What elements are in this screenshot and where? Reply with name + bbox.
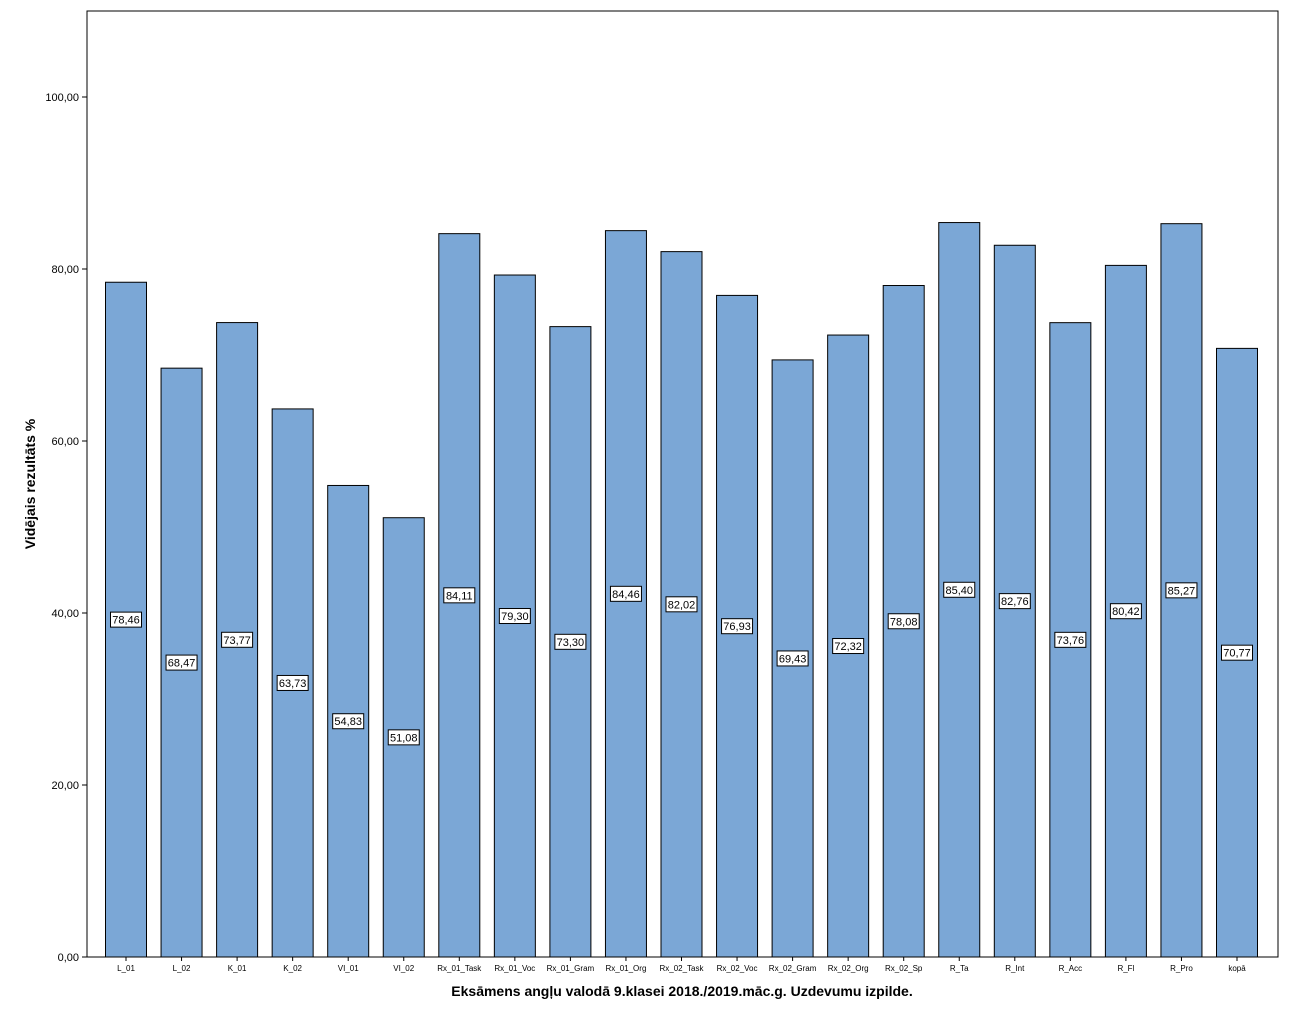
data-label-box (1165, 582, 1198, 599)
data-label-box (1221, 644, 1253, 661)
x-tick-label: kopā (1228, 964, 1246, 973)
x-tick-label: R_Fl (1117, 964, 1134, 973)
data-label: 78,08 (890, 616, 918, 628)
y-tick-label: 100,00 (45, 92, 79, 104)
x-tick-label: Rx_01_Org (605, 964, 646, 973)
data-label: 68,47 (168, 658, 196, 670)
data-label-box (998, 593, 1031, 610)
data-label-box (1109, 603, 1142, 620)
data-labels-layer: 78,46 68,47 73,77 63,73 54,83 51,08 84,11 79,30… (110, 581, 1253, 746)
x-tick-label: R_Acc (1059, 964, 1083, 973)
data-label: 73,76 (1057, 635, 1085, 647)
data-label-box (832, 638, 865, 655)
data-label: 84,11 (446, 590, 473, 602)
data-label: 79,30 (501, 611, 529, 623)
data-label-box (110, 611, 142, 628)
data-label-box (276, 674, 309, 691)
x-axis: L_01 L_02 K_01 K_02 VI_01 VI_02 Rx_01_Task Rx_0… (117, 957, 1246, 973)
x-tick-label: K_02 (283, 964, 302, 973)
data-label-box (665, 596, 698, 613)
data-label-box (554, 633, 587, 650)
data-label: 73,30 (557, 637, 585, 649)
data-label: 85,40 (945, 585, 973, 597)
data-label-box (443, 587, 476, 604)
data-label-box (387, 729, 420, 746)
data-label-box (887, 613, 920, 630)
data-label-box (165, 654, 198, 671)
y-tick-label: 60,00 (51, 436, 79, 448)
data-label: 78,46 (112, 615, 140, 627)
data-label-box (332, 713, 365, 730)
y-axis-title: Vidējais rezultāts % (22, 418, 38, 549)
x-tick-label: R_Pro (1170, 964, 1193, 973)
y-axis: 0,00 20,00 40,00 60,00 80,00 100,00 (45, 92, 87, 964)
x-tick-label: Rx_02_Sp (885, 964, 923, 973)
x-tick-label: R_Int (1005, 964, 1025, 973)
x-tick-label: R_Ta (950, 964, 969, 973)
data-label: 54,83 (334, 716, 362, 728)
x-tick-label: L_01 (117, 964, 135, 973)
data-label-box (498, 608, 531, 625)
x-tick-label: Rx_01_Gram (547, 964, 595, 973)
data-label: 80,42 (1112, 606, 1140, 618)
data-label-box (721, 618, 754, 635)
data-label: 85,27 (1168, 585, 1196, 597)
data-label-box (1054, 631, 1087, 648)
x-tick-label: Rx_02_Gram (769, 964, 817, 973)
data-label: 72,32 (834, 641, 862, 653)
x-tick-label: K_01 (228, 964, 247, 973)
data-label: 73,77 (223, 635, 251, 647)
data-label: 51,08 (390, 732, 418, 744)
data-label: 84,46 (612, 589, 640, 601)
x-tick-label: Rx_02_Org (828, 964, 869, 973)
x-tick-label: Rx_01_Voc (494, 964, 535, 973)
data-label-box (776, 650, 809, 667)
x-tick-label: L_02 (173, 964, 191, 973)
y-tick-label: 80,00 (51, 264, 79, 276)
x-tick-label: VI_01 (338, 964, 359, 973)
data-label: 76,93 (723, 621, 751, 633)
x-axis-title: Eksāmens angļu valodā 9.klasei 2018./201… (451, 983, 912, 999)
x-tick-label: VI_02 (393, 964, 414, 973)
data-label-box (609, 585, 642, 602)
y-tick-label: 0,00 (58, 952, 79, 964)
data-label: 70,77 (1223, 648, 1251, 660)
x-tick-label: Rx_02_Task (659, 964, 704, 973)
data-label: 63,73 (279, 678, 307, 690)
data-label-box (221, 631, 254, 648)
y-tick-label: 20,00 (51, 780, 79, 792)
x-tick-label: Rx_01_Task (437, 964, 482, 973)
y-tick-label: 40,00 (51, 608, 79, 620)
x-tick-label: Rx_02_Voc (717, 964, 758, 973)
data-label: 82,02 (668, 599, 696, 611)
data-label: 69,43 (779, 653, 807, 665)
data-label: 82,76 (1001, 596, 1029, 608)
data-label-box (943, 581, 976, 598)
